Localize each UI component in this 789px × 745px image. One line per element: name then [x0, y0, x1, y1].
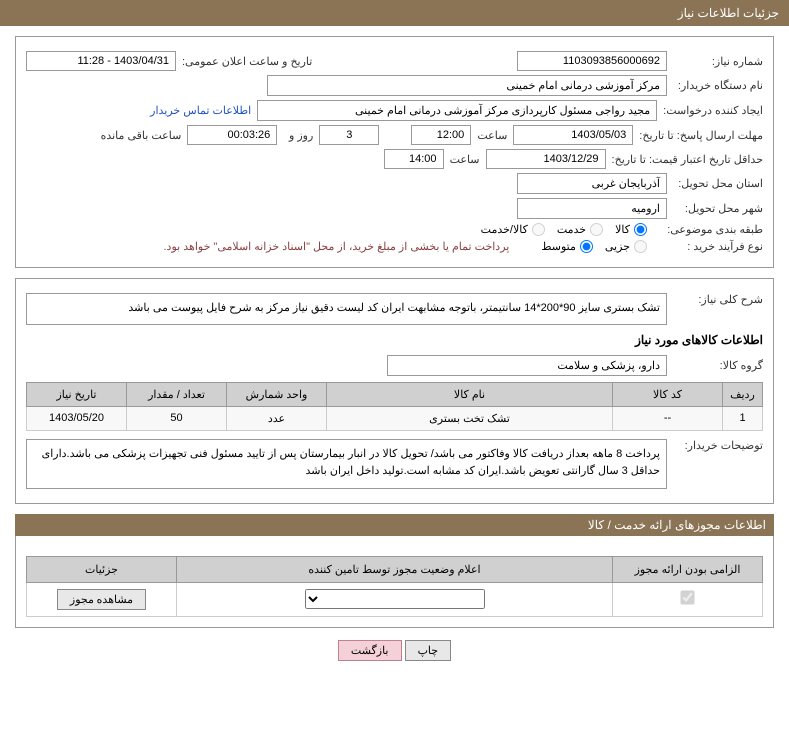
time-label-2: ساعت [450, 153, 480, 166]
col-date: تاریخ نیاز [27, 382, 127, 406]
col-name: نام کالا [327, 382, 613, 406]
creator-value: مجید رواجی مسئول کارپردازی مرکز آموزشی د… [257, 100, 657, 121]
goods-group-value: دارو، پزشکی و سلامت [387, 355, 667, 376]
buyer-org-value: مرکز آموزشی درمانی امام خمینی [267, 75, 667, 96]
permits-details-cell: مشاهده مجوز [27, 582, 177, 616]
goods-section-title: اطلاعات کالاهای مورد نیاز [26, 333, 763, 347]
proc-medium-option[interactable]: متوسط [541, 240, 593, 253]
cat-both-option[interactable]: کالا/خدمت [481, 223, 545, 236]
permits-col-mandatory: الزامی بودن ارائه مجوز [613, 556, 763, 582]
process-radio-group: جزیی متوسط [541, 240, 647, 253]
proc-partial-option[interactable]: جزیی [605, 240, 647, 253]
category-label: طبقه بندی موضوعی: [653, 223, 763, 236]
reply-deadline-label: مهلت ارسال پاسخ: تا تاریخ: [639, 129, 763, 142]
cat-both-label: کالا/خدمت [481, 223, 528, 236]
page-title: جزئیات اطلاعات نیاز [678, 6, 779, 20]
buyer-org-label: نام دستگاه خریدار: [673, 79, 763, 92]
buyer-notes-box: پرداخت 8 ماهه بعداز دریافت کالا وفاکتور … [26, 439, 667, 489]
permits-status-cell [177, 582, 613, 616]
view-permit-button[interactable]: مشاهده مجوز [57, 589, 146, 610]
time-label-1: ساعت [477, 129, 507, 142]
permits-table: الزامی بودن ارائه مجوز اعلام وضعیت مجوز … [26, 556, 763, 617]
city-value: ارومیه [517, 198, 667, 219]
buyer-contact-link[interactable]: اطلاعات تماس خریدار [150, 104, 251, 117]
cell-code: -- [613, 406, 723, 430]
city-label: شهر محل تحویل: [673, 202, 763, 215]
col-code: کد کالا [613, 382, 723, 406]
cat-both-radio[interactable] [532, 223, 545, 236]
overall-desc-box: تشک بستری سایز 90*200*14 سانتیمتر، باتوج… [26, 293, 667, 325]
reply-time-value: 12:00 [411, 125, 471, 145]
permits-title-bar: اطلاعات مجوزهای ارائه خدمت / کالا [15, 514, 774, 536]
cat-goods-label: کالا [615, 223, 630, 236]
remaining-label: ساعت باقی مانده [101, 129, 182, 142]
col-row: ردیف [723, 382, 763, 406]
goods-table: ردیف کد کالا نام کالا واحد شمارش تعداد /… [26, 382, 763, 431]
col-unit: واحد شمارش [227, 382, 327, 406]
overall-desc-label: شرح کلی نیاز: [673, 293, 763, 306]
cell-qty: 50 [127, 406, 227, 430]
announce-label: تاریخ و ساعت اعلان عمومی: [182, 55, 312, 68]
province-value: آذربایجان غربی [517, 173, 667, 194]
request-info-section: شماره نیاز: 1103093856000692 تاریخ و ساع… [15, 36, 774, 268]
permits-col-status: اعلام وضعیت مجوز توسط تامین کننده [177, 556, 613, 582]
status-select[interactable] [305, 589, 485, 609]
price-valid-label: حداقل تاریخ اعتبار قیمت: تا تاریخ: [612, 153, 763, 166]
mandatory-checkbox [680, 590, 694, 604]
category-radio-group: کالا خدمت کالا/خدمت [481, 223, 647, 236]
overall-desc-section: شرح کلی نیاز: تشک بستری سایز 90*200*14 س… [15, 278, 774, 504]
req-number-label: شماره نیاز: [673, 55, 763, 68]
proc-partial-label: جزیی [605, 240, 630, 253]
process-label: نوع فرآیند خرید : [653, 240, 763, 253]
col-qty: تعداد / مقدار [127, 382, 227, 406]
footer-buttons: چاپ بازگشت [0, 640, 789, 661]
back-button[interactable]: بازگشت [338, 640, 402, 661]
cat-goods-radio[interactable] [634, 223, 647, 236]
price-valid-time-value: 14:00 [384, 149, 444, 169]
cat-service-option[interactable]: خدمت [557, 223, 603, 236]
permits-row: مشاهده مجوز [27, 582, 763, 616]
permits-col-details: جزئیات [27, 556, 177, 582]
cell-name: تشک تخت بستری [327, 406, 613, 430]
days-remaining-value: 3 [319, 125, 379, 145]
days-label: روز و [283, 129, 313, 142]
table-row: 1 -- تشک تخت بستری عدد 50 1403/05/20 [27, 406, 763, 430]
permits-mandatory-cell [613, 582, 763, 616]
print-button[interactable]: چاپ [405, 640, 452, 661]
countdown-value: 00:03:26 [187, 125, 277, 145]
reply-date-value: 1403/05/03 [513, 125, 633, 145]
payment-note: پرداخت تمام یا بخشی از مبلغ خرید، از محل… [164, 240, 510, 253]
creator-label: ایجاد کننده درخواست: [663, 104, 763, 117]
proc-medium-label: متوسط [541, 240, 576, 253]
cell-idx: 1 [723, 406, 763, 430]
goods-group-label: گروه کالا: [673, 359, 763, 372]
page-header: جزئیات اطلاعات نیاز [0, 0, 789, 26]
cat-goods-option[interactable]: کالا [615, 223, 647, 236]
announce-value: 1403/04/31 - 11:28 [26, 51, 176, 71]
proc-partial-radio[interactable] [634, 240, 647, 253]
cell-unit: عدد [227, 406, 327, 430]
cat-service-radio[interactable] [590, 223, 603, 236]
buyer-notes-label: توضیحات خریدار: [673, 439, 763, 452]
cell-date: 1403/05/20 [27, 406, 127, 430]
cat-service-label: خدمت [557, 223, 586, 236]
province-label: استان محل تحویل: [673, 177, 763, 190]
permits-title: اطلاعات مجوزهای ارائه خدمت / کالا [588, 518, 766, 532]
permits-section: الزامی بودن ارائه مجوز اعلام وضعیت مجوز … [15, 536, 774, 628]
req-number-value: 1103093856000692 [517, 51, 667, 71]
proc-medium-radio[interactable] [580, 240, 593, 253]
price-valid-date-value: 1403/12/29 [486, 149, 606, 169]
